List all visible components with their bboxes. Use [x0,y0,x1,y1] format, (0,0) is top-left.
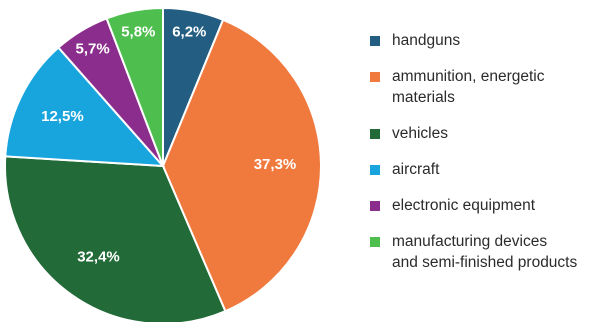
legend-swatch-aircraft [370,165,380,175]
pie-slice-vehicles [4,155,227,322]
legend-item-manufacturing-devices: manufacturing devices and semi-finished … [370,231,616,273]
legend-item-vehicles: vehicles [370,123,616,144]
legend-label-line1: electronic equipment [392,197,536,214]
slice-value-label-ammunition-energetic-materials: 37,3% [254,156,297,173]
legend-label-line1: handguns [392,32,461,49]
legend-label-manufacturing-devices: manufacturing devices and semi-finished … [392,231,577,273]
legend-label-line1: ammunition, energetic [392,68,545,85]
legend: handguns ammunition, energetic materials… [370,30,616,288]
legend-label-line2: materials [392,89,455,106]
legend-label-electronic-equipment: electronic equipment [392,195,535,216]
slice-value-label-electronic-equipment: 5,7% [75,41,109,58]
legend-label-vehicles: vehicles [392,123,448,144]
pie-slice-ammunition-energetic-materials [161,18,322,313]
slice-value-label-aircraft: 12,5% [41,108,84,125]
pie-slice-aircraft [4,46,166,168]
legend-label-ammunition: ammunition, energetic materials [392,66,545,108]
legend-label-line1: vehicles [392,125,448,142]
pie-slice-manufacturing-devices-and-semi-finished-products [105,6,164,167]
slice-value-label-handguns: 6,2% [172,24,206,41]
legend-swatch-vehicles [370,129,380,139]
legend-item-aircraft: aircraft [370,159,616,180]
legend-label-line1: aircraft [392,161,440,178]
legend-swatch-electronic-equipment [370,201,380,211]
legend-swatch-manufacturing-devices [370,237,380,247]
legend-item-handguns: handguns [370,30,616,51]
legend-item-electronic-equipment: electronic equipment [370,195,616,216]
slice-value-label-vehicles: 32,4% [77,249,120,266]
legend-label-handguns: handguns [392,30,460,51]
legend-label-line2: and semi-finished products [392,254,578,271]
legend-swatch-handguns [370,36,380,46]
legend-item-ammunition: ammunition, energetic materials [370,66,616,108]
legend-label-aircraft: aircraft [392,159,439,180]
legend-label-line1: manufacturing devices [392,233,548,250]
slice-value-label-manufacturing-devices-and-semi-finished-products: 5,8% [121,23,155,40]
legend-swatch-ammunition [370,72,380,82]
